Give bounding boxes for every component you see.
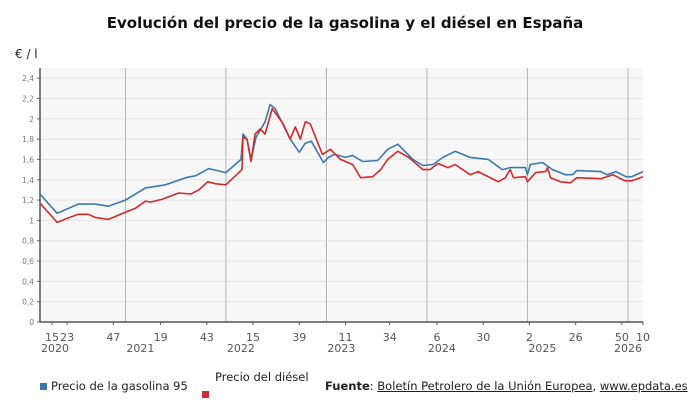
source-prefix: Fuente [325,379,370,393]
y-tick-label: 1,2 [22,196,34,205]
x-year-label: 2020 [41,342,69,355]
source-note: Fuente: Boletín Petrolero de la Unión Eu… [325,379,688,393]
source-link-boletin[interactable]: Boletín Petrolero de la Unión Europea [377,379,593,393]
source-link-epdata[interactable]: www.epdata.es [599,379,688,393]
x-year-label: 2026 [614,342,642,355]
x-tick-label: 6 [433,331,440,344]
x-tick-label: 23 [60,331,74,344]
y-tick-label: 0,4 [22,277,34,286]
y-tick-label: 0,8 [22,237,34,246]
legend-label-diesel: Precio del diésel [215,370,309,384]
plot-area [40,68,643,322]
y-tick-label: 1,6 [22,155,34,164]
x-tick-label: 11 [339,331,353,344]
x-tick-label: 2 [526,331,533,344]
legend-swatch-diesel [202,390,209,398]
x-year-label: 2021 [126,342,154,355]
legend-label-gasolina: Precio de la gasolina 95 [51,379,188,393]
series-line-gasolina [39,103,644,215]
y-tick-label: 0,2 [22,298,34,307]
x-tick-label: 43 [200,331,214,344]
y-tick-label: 1,8 [22,135,34,144]
x-tick-label: 47 [106,331,120,344]
y-tick-label: 2,2 [22,94,34,103]
x-year-label: 2025 [528,342,556,355]
legend-item-diesel[interactable]: Precio del diésel [202,370,309,400]
source-separator: , [592,379,600,393]
y-tick-label: 1,4 [22,176,34,185]
x-tick-label: 19 [154,331,168,344]
legend: Precio de la gasolina 95 Precio del diés… [0,370,690,400]
legend-item-gasolina[interactable]: Precio de la gasolina 95 [40,379,188,393]
x-tick-label: 34 [383,331,397,344]
x-tick-label: 15 [246,331,260,344]
x-year-label: 2024 [428,342,456,355]
y-tick-label: 1 [29,216,34,225]
y-axis-label: € / l [15,47,38,61]
x-tick-label: 39 [292,331,306,344]
chart-title: Evolución del precio de la gasolina y el… [106,14,584,32]
series-line-diesel [39,107,644,224]
x-year-label: 2022 [227,342,255,355]
x-tick-label: 50 [615,331,629,344]
legend-swatch-gasolina [40,382,47,390]
x-year-label: 2023 [327,342,355,355]
y-tick-label: 2,4 [22,74,34,83]
x-tick-label: 10 [636,331,650,344]
x-tick-label: 15 [45,331,59,344]
y-tick-label: 0,6 [22,257,34,266]
y-tick-label: 0 [29,318,34,327]
x-tick-label: 26 [569,331,583,344]
x-tick-label: 30 [476,331,490,344]
y-tick-label: 2 [29,115,34,124]
